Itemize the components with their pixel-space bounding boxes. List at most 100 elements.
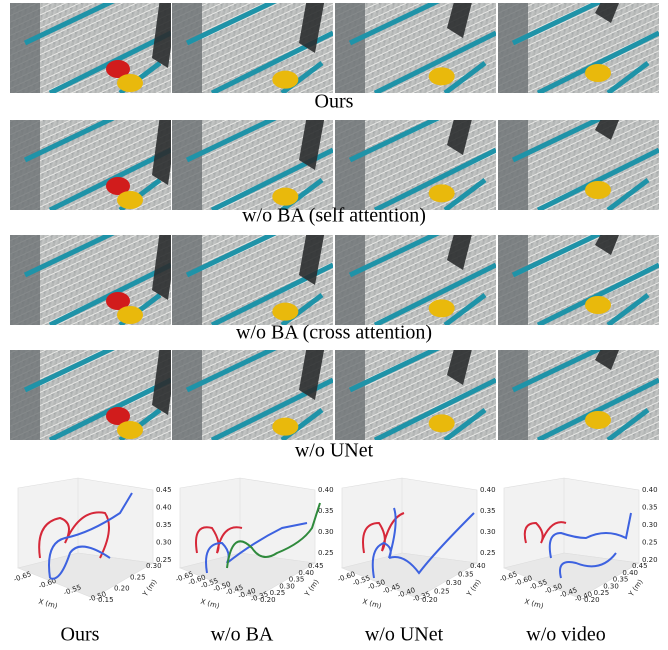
wall [335, 3, 365, 93]
yellow-plate [429, 414, 455, 432]
row-caption: w/o BA (self attention) [242, 205, 426, 227]
z-tick-label: 0.30 [480, 528, 496, 536]
z-tick-label: 0.25 [318, 549, 334, 557]
frame-content [10, 110, 178, 210]
x-axis-label: X (m) [38, 598, 59, 611]
yellow-plate [272, 71, 298, 89]
figure: Ours w/o BA (self attention) w/o BA (cross… [0, 0, 668, 650]
y-tick-label: 0.20 [422, 596, 438, 604]
video-frame [498, 110, 659, 210]
video-frame [172, 225, 333, 325]
video-frame [172, 340, 333, 440]
yellow-plate [117, 74, 143, 92]
y-tick-label: 0.15 [98, 596, 114, 604]
z-tick-label: 0.40 [156, 504, 172, 512]
y-tick-label: 0.40 [298, 569, 314, 577]
video-frame [335, 225, 496, 325]
row-caption: Ours [315, 91, 354, 113]
video-frame [335, 340, 496, 440]
frame-content [498, 0, 659, 93]
z-tick-label: 0.35 [156, 521, 172, 529]
frame-content [498, 110, 659, 210]
z-tick-label: 0.30 [156, 539, 172, 547]
z-tick-label: 0.35 [480, 507, 496, 515]
y-tick-label: 0.40 [622, 569, 638, 577]
y-tick-label: 0.45 [308, 562, 324, 570]
x-axis-label: X (m) [524, 598, 545, 611]
z-tick-label: 0.30 [318, 528, 334, 536]
plot-label: Ours [61, 624, 100, 646]
yellow-plate [429, 67, 455, 85]
y-tick-label: 0.25 [130, 573, 146, 581]
z-tick-label: 0.35 [318, 507, 334, 515]
y-tick-label: 0.40 [470, 562, 486, 570]
video-frame [172, 110, 333, 210]
yellow-plate [117, 421, 143, 439]
wall [498, 120, 528, 210]
plot-label: w/o BA [211, 624, 274, 646]
z-tick-label: 0.25 [642, 539, 658, 547]
yellow-plate [585, 181, 611, 199]
wall [335, 120, 365, 210]
frame-content [498, 225, 659, 325]
z-tick-label: 0.40 [480, 486, 496, 494]
row-caption: w/o BA (cross attention) [236, 322, 432, 344]
yellow-plate [117, 191, 143, 209]
z-tick-label: 0.25 [480, 549, 496, 557]
yellow-plate [585, 296, 611, 314]
frame-content [335, 225, 496, 325]
trajectory-plot: 0.400.350.300.250.20-0.65-0.60-0.55-0.50… [499, 478, 658, 646]
yellow-plate [585, 411, 611, 429]
frame-content [172, 0, 333, 93]
y-axis-label: Y (m) [303, 578, 321, 599]
frame-content [335, 340, 496, 440]
yellow-plate [272, 418, 298, 436]
y-tick-label: 0.45 [632, 562, 648, 570]
z-tick-label: 0.40 [318, 486, 334, 494]
y-tick-label: 0.30 [146, 562, 162, 570]
page: {"rows": [ {"caption": "Ours"}, {"captio… [0, 0, 668, 650]
wall [10, 235, 40, 325]
wall [335, 235, 365, 325]
wall [498, 3, 528, 93]
wall [10, 3, 40, 93]
trajectory-plot: 0.450.400.350.300.25-0.65-0.60-0.55-0.50… [13, 478, 172, 646]
z-tick-label: 0.40 [642, 486, 658, 494]
y-tick-label: 0.30 [446, 579, 462, 587]
y-tick-label: 0.25 [434, 588, 450, 596]
video-frame [10, 110, 178, 210]
z-tick-label: 0.35 [642, 504, 658, 512]
video-frame [498, 340, 659, 440]
wall [498, 350, 528, 440]
video-frame [172, 0, 333, 93]
z-tick-label: 0.45 [156, 486, 172, 494]
yellow-plate [272, 303, 298, 321]
frame-content [10, 340, 178, 440]
video-frame [335, 110, 496, 210]
frame-content [172, 110, 333, 210]
video-frame [10, 225, 178, 325]
y-axis-label: Y (m) [627, 578, 645, 599]
x-axis-label: X (m) [200, 598, 221, 611]
wall [172, 350, 202, 440]
y-tick-label: 0.20 [114, 585, 130, 593]
frame-content [10, 225, 178, 325]
trajectory-plot: 0.400.350.300.25-0.60-0.55-0.50-0.45-0.4… [337, 478, 496, 646]
wall [172, 120, 202, 210]
frame-content [335, 0, 496, 93]
wall [10, 350, 40, 440]
row-caption: w/o UNet [295, 440, 374, 462]
frame-content [172, 225, 333, 325]
wall [172, 235, 202, 325]
x-tick-label: -0.65 [13, 570, 33, 584]
y-axis-label: Y (m) [465, 578, 483, 599]
x-axis-label: X (m) [362, 598, 383, 611]
plot-label: w/o UNet [365, 624, 444, 646]
z-tick-label: 0.30 [642, 521, 658, 529]
y-tick-label: 0.35 [458, 571, 474, 579]
video-frame [335, 0, 496, 93]
yellow-plate [585, 64, 611, 82]
yellow-plate [429, 299, 455, 317]
frame-content [10, 0, 178, 93]
plot-label: w/o video [526, 624, 605, 646]
